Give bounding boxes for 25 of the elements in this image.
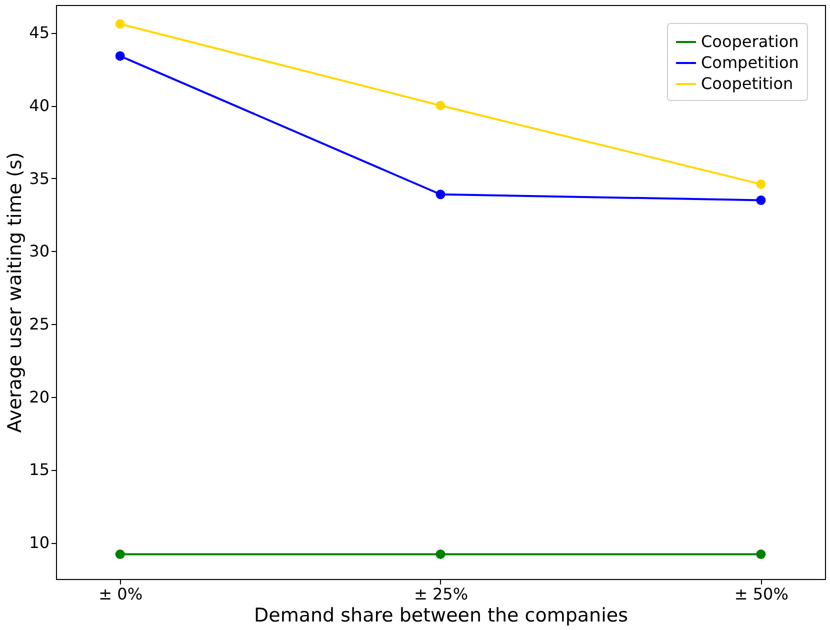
y-tick-label: 40 bbox=[29, 96, 50, 116]
y-tick-label: 45 bbox=[29, 23, 50, 42]
point bbox=[115, 51, 125, 61]
legend-label: Cooperation bbox=[701, 32, 799, 51]
y-tick-label: 30 bbox=[29, 242, 50, 261]
y-axis-title: Average user waiting time (s) bbox=[4, 152, 26, 433]
y-tick-label: 10 bbox=[29, 533, 50, 552]
point bbox=[436, 100, 446, 110]
point bbox=[756, 550, 766, 559]
x-tick-label: ± 0% bbox=[98, 584, 143, 604]
point bbox=[436, 550, 446, 559]
point bbox=[756, 195, 766, 205]
legend-label: Competition bbox=[701, 53, 799, 72]
point bbox=[115, 19, 125, 29]
y-tick-label: 20 bbox=[29, 387, 50, 406]
y-tick-label: 35 bbox=[29, 168, 50, 188]
x-tick-label: ± 25% bbox=[414, 584, 468, 604]
x-axis-title: Demand share between the companies bbox=[254, 604, 628, 626]
point bbox=[756, 179, 766, 189]
legend-label: Coopetition bbox=[701, 74, 794, 93]
point bbox=[115, 550, 125, 559]
y-tick-label: 15 bbox=[29, 460, 50, 480]
x-tick-label: ± 50% bbox=[734, 584, 788, 604]
y-tick-label: 25 bbox=[29, 314, 50, 334]
point bbox=[436, 190, 446, 200]
